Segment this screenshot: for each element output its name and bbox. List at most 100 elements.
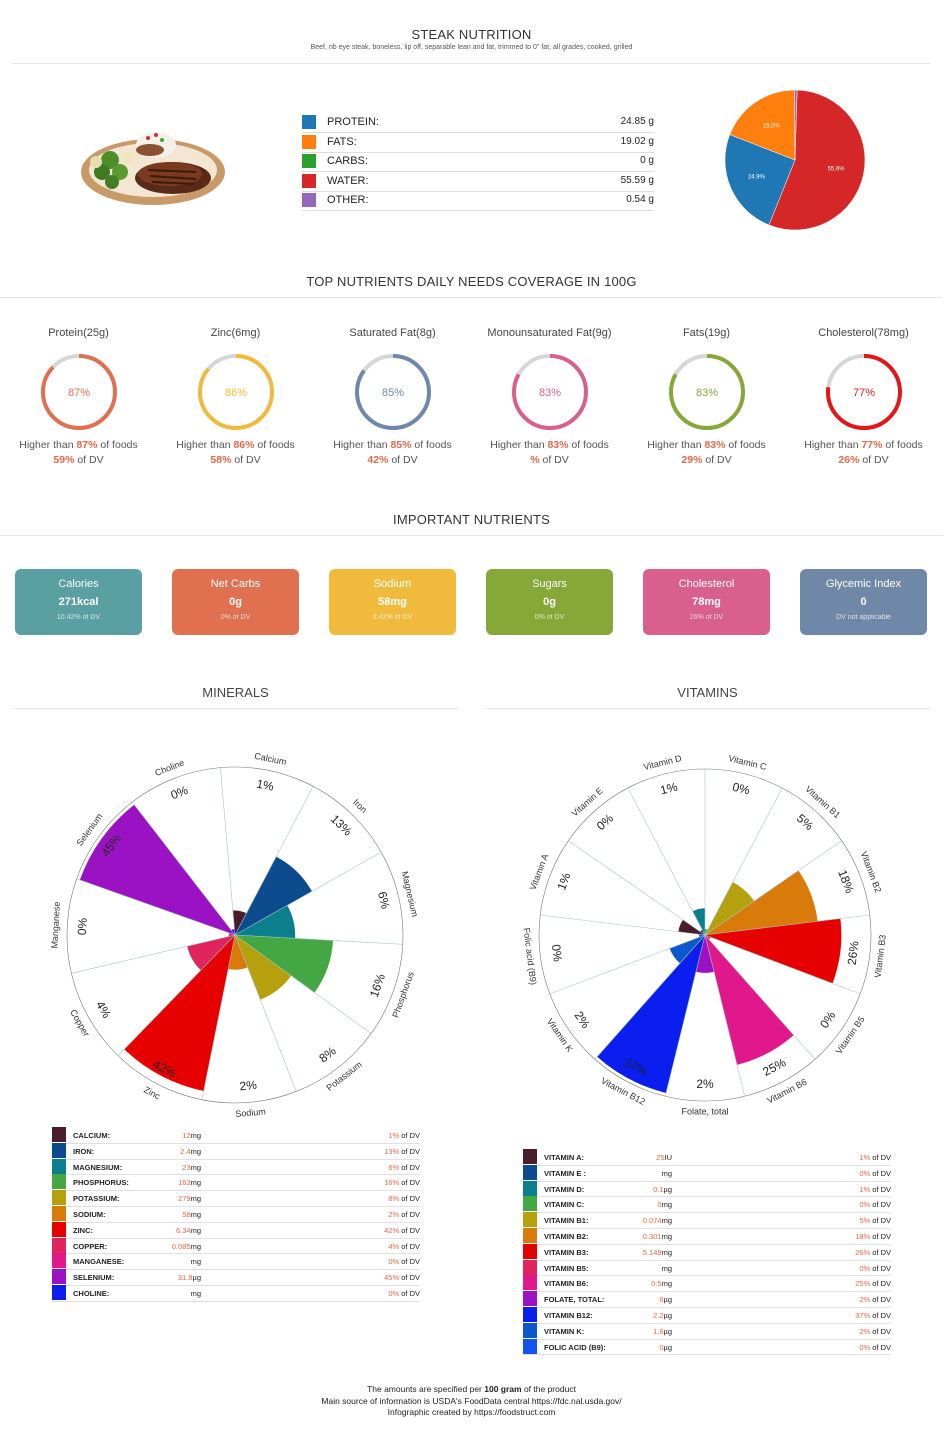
card-label: Sugars	[532, 578, 567, 590]
ring-progress	[354, 354, 431, 430]
polar-segment-vitamin-b2	[705, 870, 818, 935]
row-name: SODIUM:	[73, 1210, 106, 1219]
polar-value-label: 1%	[659, 780, 680, 798]
dv-value: 13%	[384, 1146, 400, 1156]
row-amount: mg	[191, 1257, 201, 1266]
divider	[0, 297, 943, 298]
amount-value: 0.1	[653, 1184, 664, 1194]
coverage-higher-text: Higher than 77% of foods	[785, 439, 942, 451]
polar-spoke	[704, 840, 842, 936]
higher-pct: 85%	[390, 439, 412, 451]
amount-value: 0.074	[642, 1216, 662, 1226]
dv-label: of DV	[870, 1311, 891, 1320]
dv-label: of DV	[399, 1289, 420, 1298]
coverage-dv-text: % of DV	[471, 454, 628, 466]
row-name: MAGNESIUM:	[73, 1162, 123, 1172]
row-swatch	[52, 1206, 66, 1221]
coverage-dv-text: 58% of DV	[157, 454, 314, 466]
row-swatch	[523, 1307, 537, 1322]
polar-category-label: Vitamin D	[642, 753, 683, 772]
row-name: ZINC:	[73, 1225, 93, 1235]
amount-unit: mg	[190, 1225, 201, 1235]
polar-segment-zinc	[124, 935, 235, 1091]
amount-unit: mg	[190, 1241, 201, 1251]
row-dv: 0% of DV	[859, 1200, 891, 1209]
coverage-higher-text: Higher than 83% of foods	[628, 439, 785, 451]
amount-value: 6.34	[175, 1225, 191, 1235]
dv-value: 0%	[388, 1289, 400, 1298]
dv-value: 18%	[855, 1232, 871, 1241]
polar-segment-manganese	[229, 932, 235, 937]
amount-value: 58	[182, 1210, 191, 1219]
dv-value: 0%	[388, 1257, 400, 1267]
macro-swatch	[302, 134, 316, 149]
polar-spoke	[549, 934, 706, 995]
row-swatch	[523, 1149, 537, 1164]
polar-category-label: Vitamin A	[528, 853, 551, 892]
card-dv: 2.42% of DV	[372, 614, 413, 621]
dv-label: of DV	[870, 1263, 891, 1273]
polar-category-label: Magnesium	[400, 870, 420, 918]
nutrient-row: VITAMIN B3: 5.149mg 26% of DV	[523, 1243, 891, 1261]
polar-category-label: Vitamin B3	[873, 934, 888, 978]
dv-pct: 29%	[681, 454, 703, 466]
dv-value: 2%	[388, 1210, 400, 1219]
amount-unit: mg	[661, 1168, 672, 1178]
divider	[484, 708, 931, 709]
amount-value: 2.2	[653, 1311, 664, 1320]
dv-label: of DV	[870, 1326, 891, 1336]
polar-spoke	[234, 934, 297, 1092]
coverage-title: TOP NUTRIENTS DAILY NEEDS COVERAGE IN 10…	[306, 274, 637, 289]
amount-unit: mg	[190, 1257, 201, 1267]
ring-progress	[197, 354, 274, 430]
higher-pct: 77%	[861, 439, 883, 451]
row-amount: 58mg	[182, 1210, 201, 1219]
nutrient-card: Sugars 0g 0% of DV	[486, 569, 613, 635]
amount-value: 23	[182, 1162, 191, 1172]
dv-value: 1%	[859, 1153, 871, 1162]
nutrient-row: COPPER: 0.085mg 4% of DV	[52, 1237, 420, 1255]
nutrient-row: VITAMIN B5: mg 0% of DV	[523, 1259, 891, 1277]
higher-pct: 83%	[704, 439, 726, 451]
amount-value: 31.8	[177, 1273, 193, 1283]
ring-percent: 77%	[852, 387, 874, 399]
row-dv: 8% of DV	[388, 1194, 420, 1203]
amount-unit: mg	[190, 1162, 201, 1172]
higher-post: of foods	[254, 439, 295, 451]
polar-category-label: Vitamin B2	[859, 850, 884, 894]
coverage-item: Monounsaturated Fat(9g) 83% Higher than 83…	[471, 327, 628, 466]
row-amount: mg	[662, 1264, 672, 1273]
dv-post: of DV	[74, 454, 104, 466]
macro-row: WATER: 55.59 g	[302, 172, 654, 192]
pie-slice-water	[768, 89, 866, 231]
card-value: 58mg	[378, 596, 407, 608]
coverage-item: Zinc(6mg) 86% Higher than 86% of foods 58% …	[157, 327, 314, 466]
card-value: 78mg	[692, 596, 721, 608]
dv-label: of DV	[399, 1194, 420, 1204]
row-name: VITAMIN B5:	[544, 1263, 589, 1273]
polar-spoke	[627, 787, 706, 936]
higher-pre: Higher than	[647, 439, 705, 451]
dv-value: 42%	[384, 1225, 400, 1235]
coverage-dv-text: 59% of DV	[0, 454, 157, 466]
dv-pct: 42%	[367, 454, 389, 466]
row-amount: 6µg	[659, 1295, 672, 1304]
ring-percent: 85%	[381, 387, 403, 399]
polar-category-label: Vitamin B1	[803, 784, 842, 820]
row-amount: 0µg	[659, 1343, 672, 1352]
amount-value: 25	[656, 1153, 665, 1162]
amount-value: 12	[182, 1131, 191, 1140]
card-label: Glycemic Index	[825, 578, 902, 590]
footer-line-1: The amounts are specified per 100 gram o…	[0, 1384, 943, 1396]
macro-row: OTHER: 0.54 g	[302, 191, 654, 211]
higher-post: of foods	[411, 439, 452, 451]
row-dv: 0% of DV	[859, 1169, 891, 1178]
row-amount: 31.8µg	[178, 1273, 201, 1282]
dv-value: 4%	[388, 1241, 400, 1251]
nutrient-row: CALCIUM: 12mg 1% of DV	[52, 1127, 420, 1144]
macro-swatch	[302, 154, 316, 168]
dv-value: 0%	[859, 1168, 871, 1178]
row-name: FOLATE, TOTAL:	[544, 1295, 605, 1305]
row-amount: 5.149mg	[643, 1248, 672, 1257]
dv-value: 16%	[384, 1178, 400, 1188]
